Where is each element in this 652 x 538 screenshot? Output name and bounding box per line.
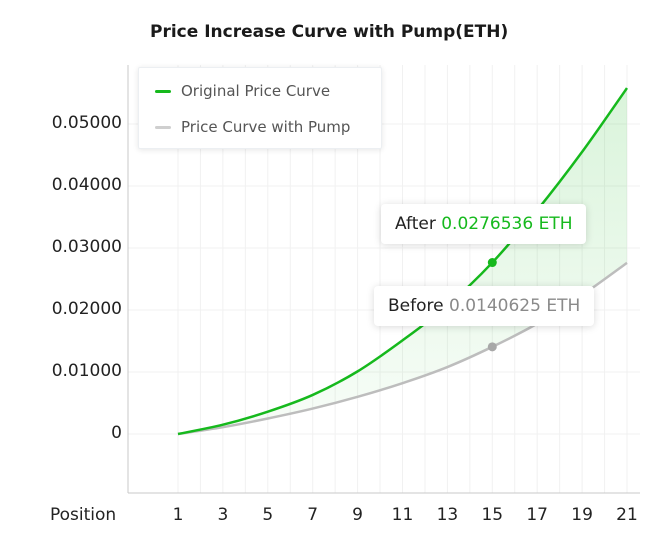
x-tick-label: 21 — [616, 505, 638, 525]
x-tick-label: 1 — [172, 505, 184, 525]
y-tick-label: 0.03000 — [51, 237, 122, 257]
series-line-original — [177, 87, 629, 436]
x-tick-label: 5 — [262, 505, 274, 525]
legend-item-original[interactable]: Original Price Curve — [155, 82, 330, 100]
area-between-curves — [178, 88, 627, 434]
callout-before-value: 0.0140625 ETH — [449, 296, 581, 316]
legend-label-pump: Price Curve with Pump — [181, 118, 351, 136]
x-tick-label: 15 — [481, 505, 504, 525]
callout-after-prefix: After — [395, 214, 436, 234]
x-tick-label: 11 — [391, 505, 414, 525]
y-tick-label: 0.04000 — [51, 175, 122, 195]
legend-swatch-pump — [155, 125, 171, 129]
legend-item-pump[interactable]: Price Curve with Pump — [155, 118, 350, 136]
callout-before: Before 0.0140625 ETH — [374, 286, 595, 326]
point-before — [487, 342, 497, 352]
x-tick-label: 13 — [436, 505, 459, 525]
x-tick-label: 9 — [352, 505, 364, 525]
x-tick-label: 3 — [217, 505, 229, 525]
y-tick-label: 0.02000 — [51, 299, 122, 319]
y-tick-label: 0.01000 — [51, 361, 122, 381]
x-axis-label: Position — [50, 505, 117, 525]
callout-after-value: 0.0276536 ETH — [441, 214, 573, 234]
x-tick-label: 17 — [526, 505, 549, 525]
legend-label-original: Original Price Curve — [181, 82, 331, 100]
y-tick-label: 0 — [111, 423, 122, 443]
legend-swatch-original — [155, 89, 171, 93]
point-after — [487, 258, 497, 268]
chart-title: Price Increase Curve with Pump(ETH) — [150, 22, 509, 42]
y-tick-label: 0.05000 — [51, 113, 122, 133]
callout-after: After 0.0276536 ETH — [381, 204, 587, 244]
callout-before-prefix: Before — [388, 296, 444, 316]
x-tick-label: 7 — [307, 505, 319, 525]
legend: Original Price Curve Price Curve with Pu… — [138, 67, 382, 149]
x-tick-label: 19 — [571, 505, 593, 525]
